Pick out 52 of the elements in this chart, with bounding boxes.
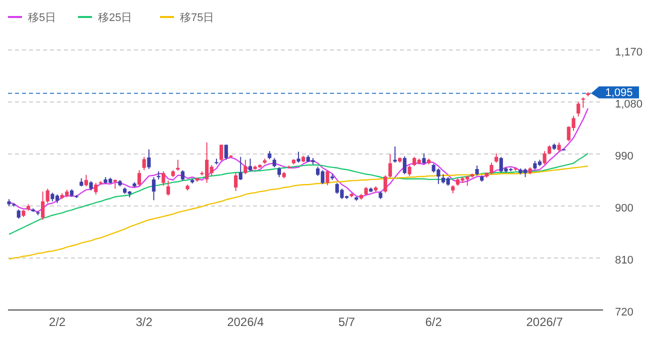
y-tick-label: 810: [615, 254, 634, 266]
x-tick-label: 3/2: [136, 315, 153, 329]
candlestick: [408, 165, 412, 176]
candlestick: [152, 176, 156, 201]
candlestick: [147, 148, 151, 170]
candlestick: [166, 180, 170, 196]
x-tick-label: 2026/7: [526, 315, 564, 329]
candlestick: [490, 162, 494, 175]
y-tick-label: 1,080: [615, 98, 643, 110]
candlestick: [475, 165, 479, 176]
candlestick: [248, 158, 252, 172]
y-tick-label: 1,170: [615, 46, 643, 58]
y-tick-label: 990: [615, 150, 634, 162]
candlestick: [162, 170, 166, 186]
candlestick: [277, 166, 281, 178]
candlestick: [326, 170, 330, 186]
candlestick: [40, 191, 45, 220]
candlestick: [234, 172, 238, 192]
candlestick: [137, 170, 142, 186]
candlestick: [244, 159, 248, 175]
candlestick: [384, 174, 388, 194]
legend-label: 移5日: [28, 12, 56, 24]
line-series: [8, 152, 589, 235]
x-tick-label: 2/2: [48, 315, 66, 329]
y-tick-label: 720: [615, 306, 634, 318]
candlestick: [89, 180, 93, 191]
candlestick: [180, 170, 184, 182]
candlestick: [84, 174, 88, 187]
candlestick: [220, 144, 224, 162]
candlestick: [272, 158, 276, 168]
candlestick: [142, 156, 146, 171]
x-tick-label: 6/2: [425, 315, 442, 329]
candlestick: [393, 146, 397, 164]
candlestick: [224, 144, 228, 160]
candlestick: [388, 154, 392, 178]
candlestick: [542, 150, 546, 165]
candlestick: [46, 188, 50, 204]
candlestick: [296, 151, 300, 164]
candlestick: [422, 152, 426, 164]
legend-label: 移25日: [98, 12, 132, 24]
candlestick: [576, 102, 580, 117]
candlestick: [16, 208, 20, 220]
line-series: [8, 166, 589, 260]
x-tick-label: 2026/4: [227, 315, 264, 329]
candlestick: [238, 156, 242, 180]
ref-line-label: 1,095: [605, 87, 633, 100]
candlestick: [402, 156, 406, 175]
legend-label: 移75日: [180, 12, 214, 24]
candlestick: [94, 182, 98, 195]
x-tick-label: 5/7: [338, 315, 356, 329]
y-tick-label: 900: [615, 202, 634, 214]
candlestick: [494, 152, 498, 164]
